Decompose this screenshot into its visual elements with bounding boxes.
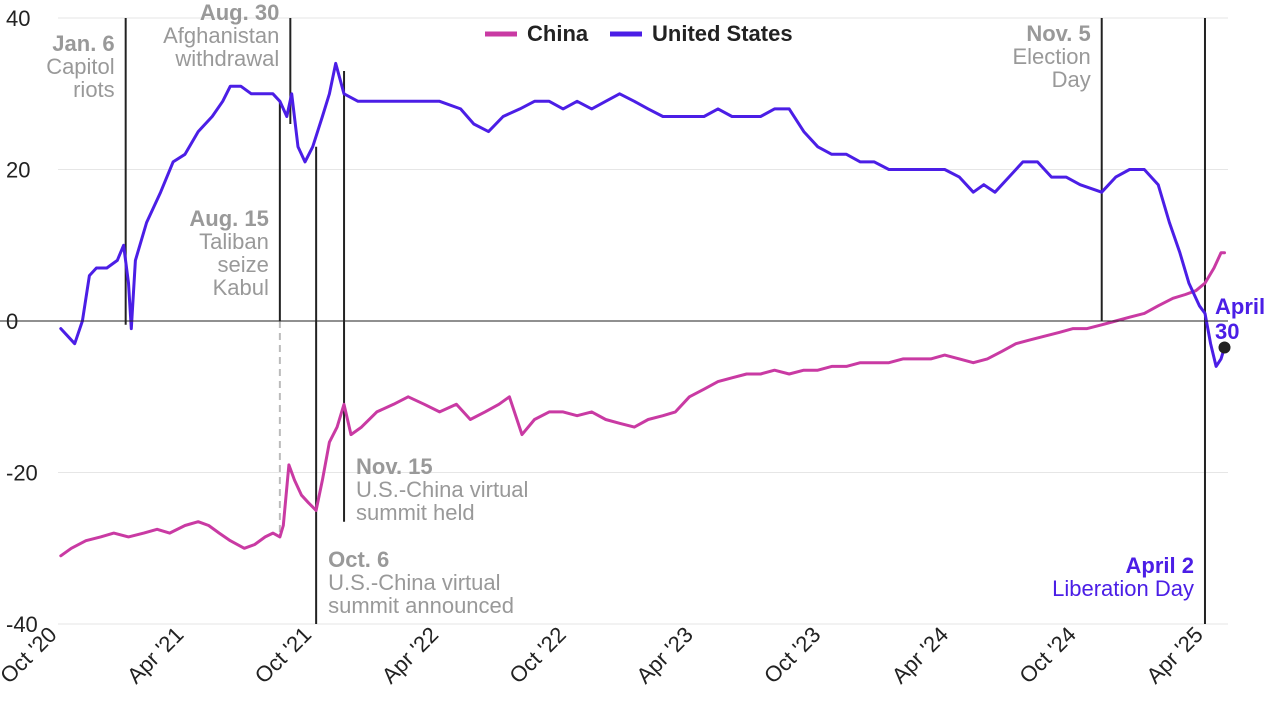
event-title: Aug. 15	[189, 206, 268, 231]
event-title: Nov. 5	[1026, 21, 1090, 46]
x-tick-label: Apr '24	[887, 622, 953, 688]
event-description: U.S.-China virtual	[356, 477, 528, 502]
x-tick-label: Apr '22	[377, 622, 443, 688]
event-title: April 2	[1126, 553, 1194, 578]
event-title: Nov. 15	[356, 454, 433, 479]
legend: China United States	[485, 21, 793, 46]
event-title: Oct. 6	[328, 547, 389, 572]
x-tick-label: Oct '22	[504, 622, 570, 688]
event-title: Aug. 30	[200, 0, 279, 25]
event-description: riots	[73, 77, 115, 102]
end-point-marker	[1218, 341, 1231, 354]
legend-label: United States	[652, 21, 793, 46]
event-title: Jan. 6	[52, 31, 114, 56]
event-description: withdrawal	[174, 46, 279, 71]
event-description: Day	[1052, 67, 1091, 92]
x-tick-label: Oct '23	[759, 622, 825, 688]
y-tick-label: 40	[6, 6, 30, 31]
event-description: summit held	[356, 500, 475, 525]
x-tick-label: Apr '25	[1141, 622, 1207, 688]
y-tick-label: -40	[6, 612, 38, 637]
legend-label: China	[527, 21, 589, 46]
event-description: Capitol	[46, 54, 114, 79]
y-tick-label: -20	[6, 461, 38, 486]
event-description: seize	[218, 252, 269, 277]
event-description: Taliban	[199, 229, 269, 254]
x-tick-label: Apr '21	[122, 622, 188, 688]
y-tick-label: 20	[6, 158, 30, 183]
event-description: Liberation Day	[1052, 576, 1194, 601]
event-description: Kabul	[213, 275, 269, 300]
series-line-united-states	[59, 61, 1226, 368]
end-point-label: April	[1215, 294, 1265, 319]
event-description: summit announced	[328, 593, 514, 618]
x-tick-label: Oct '24	[1014, 622, 1080, 688]
event-description: Election	[1012, 44, 1090, 69]
end-point-label: 30	[1215, 319, 1239, 344]
series-line-china	[59, 251, 1226, 558]
x-tick-label: Apr '23	[631, 622, 697, 688]
event-description: U.S.-China virtual	[328, 570, 500, 595]
event-description: Afghanistan	[163, 23, 279, 48]
x-tick-label: Oct '21	[250, 622, 316, 688]
